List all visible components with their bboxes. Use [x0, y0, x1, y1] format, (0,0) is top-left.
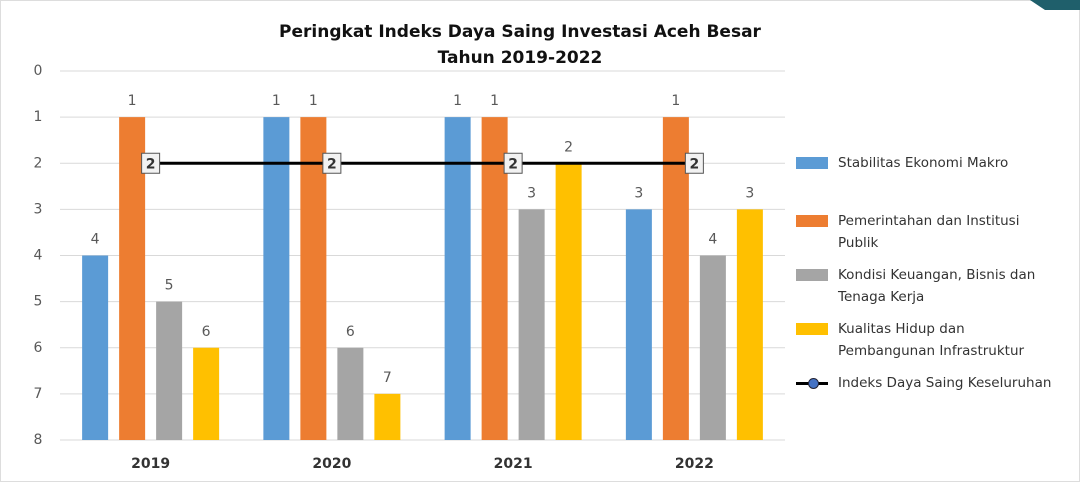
legend-swatch — [796, 378, 828, 389]
x-tick-label: 2020 — [312, 456, 351, 472]
bar — [518, 209, 545, 440]
x-tick-label: 2021 — [494, 456, 533, 472]
line-data-label: 2 — [327, 156, 337, 172]
data-label: 5 — [165, 278, 174, 294]
legend-label: Stabilitas Ekonomi Makro — [838, 155, 1009, 171]
y-tick-label: 2 — [34, 155, 43, 171]
line-label-box — [503, 152, 523, 174]
legend-label: Kondisi Keuangan, Bisnis dan Tenaga Kerj… — [838, 267, 1036, 305]
corner-decoration — [1030, 0, 1080, 10]
legend-label: Pemerintahan dan Institusi Publik — [838, 213, 1020, 251]
bar — [263, 117, 290, 440]
line-label-box — [322, 152, 342, 174]
data-label: 1 — [453, 93, 462, 109]
chart-subtitle: Tahun 2019-2022 — [438, 48, 603, 68]
legend-swatch — [796, 323, 828, 335]
legend-marker — [808, 378, 819, 389]
data-label: 1 — [128, 93, 137, 109]
legend-swatch — [796, 157, 828, 169]
legend-label: Indeks Daya Saing Keseluruhan — [838, 375, 1052, 391]
bar — [444, 117, 471, 440]
bar — [119, 117, 146, 440]
data-label: 2 — [564, 139, 573, 155]
line-label-box — [684, 152, 704, 174]
y-tick-label: 5 — [34, 294, 43, 310]
x-tick-label: 2019 — [131, 456, 170, 472]
bar — [337, 347, 364, 440]
y-tick-label: 0 — [34, 63, 43, 79]
data-label: 3 — [745, 185, 754, 201]
bar — [625, 209, 652, 440]
bar — [82, 255, 109, 440]
data-label: 3 — [634, 185, 643, 201]
legend-swatch — [796, 269, 828, 281]
line-label-box — [141, 152, 161, 174]
data-label: 3 — [527, 185, 536, 201]
x-tick-label: 2022 — [675, 456, 714, 472]
data-label: 1 — [272, 93, 281, 109]
bar — [193, 347, 220, 440]
data-label: 4 — [91, 232, 100, 248]
y-tick-label: 1 — [34, 109, 43, 125]
bar — [555, 163, 582, 440]
y-tick-label: 4 — [34, 248, 43, 264]
data-label: 6 — [346, 324, 355, 340]
y-tick-label: 6 — [34, 340, 43, 356]
data-label: 6 — [202, 324, 211, 340]
bar — [156, 301, 183, 440]
bar — [736, 209, 763, 440]
bar — [481, 117, 508, 440]
data-label: 7 — [383, 370, 392, 386]
data-label: 4 — [708, 232, 717, 248]
bar — [662, 117, 689, 440]
line-data-label: 2 — [690, 156, 700, 172]
chart-title: Peringkat Indeks Daya Saing Investasi Ac… — [279, 22, 762, 42]
y-tick-label: 3 — [34, 201, 43, 217]
data-label: 1 — [490, 93, 499, 109]
legend-swatch — [796, 215, 828, 227]
legend-label: Kualitas Hidup dan Pembangunan Infrastru… — [838, 321, 1025, 359]
bar — [699, 255, 726, 440]
bar — [300, 117, 327, 440]
data-label: 1 — [309, 93, 318, 109]
data-label: 1 — [671, 93, 680, 109]
bar — [374, 393, 401, 440]
line-data-label: 2 — [146, 156, 156, 172]
line-data-label: 2 — [508, 156, 518, 172]
y-tick-label: 7 — [34, 386, 43, 402]
y-tick-label: 8 — [34, 432, 43, 448]
